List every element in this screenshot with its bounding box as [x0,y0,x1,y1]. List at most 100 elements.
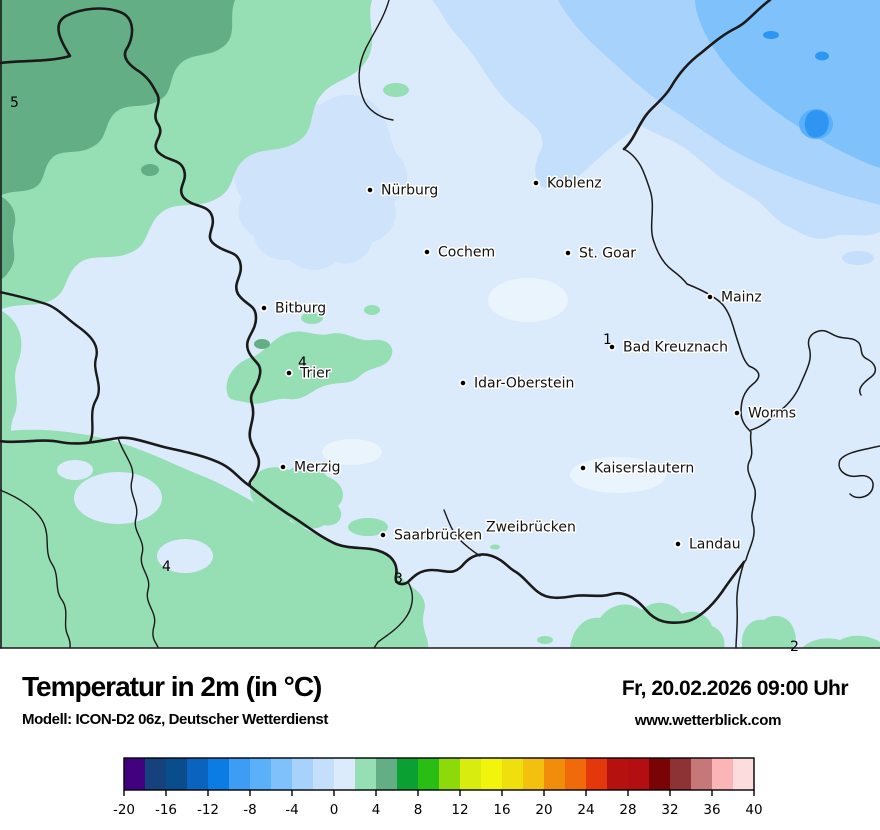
temperature-value: 4 [298,355,307,371]
colorbar-cell [523,758,544,790]
field-cool-patch [842,251,874,265]
website-label: www.wetterblick.com [634,712,782,729]
border-belgium-luxembourg [0,7,262,488]
city-label: Cochem [438,245,495,261]
city-label: Mainz [721,290,762,306]
green-2-4C-saar-band [276,526,422,637]
city-marker-dot [733,409,741,417]
border-france-dept-2 [117,437,159,649]
temperature-value: 2 [790,639,799,655]
green-spot [301,312,323,324]
temperature-value: 5 [10,95,19,111]
colorbar-tick-label: -4 [285,802,298,818]
colorbar-tick-label: 40 [745,802,762,818]
colorbar-tick-label: 28 [619,802,636,818]
colorbar-cell [481,758,502,790]
colorbar-cell [376,758,397,790]
city-label: Bad Kreuznach [623,340,728,356]
green-dark-spot [141,164,159,176]
field-cold-spot-small-2 [815,51,829,61]
green-2-4C-merzig [250,466,343,529]
colorbar-cell [418,758,439,790]
city-label: St. Goar [579,246,636,262]
border-france-west [0,436,252,488]
border-nrw-northeast [622,0,772,151]
colorbar-cell [124,758,145,790]
colorbar-cell [544,758,565,790]
field-cold-spot-core [804,110,829,138]
colorbar-tick-label: 4 [372,802,381,818]
border-france-dept-3 [373,581,414,649]
colorbar-cell [460,758,481,790]
green-spot [338,56,358,68]
green-spot [537,636,553,644]
field-mild-spot-3 [322,439,382,465]
city-label: Merzig [294,460,341,476]
field-mild-spot-2 [570,457,666,493]
field-mild-spot-1 [488,278,568,322]
city-marker-dot [379,531,387,539]
colorbar-cell [208,758,229,790]
colorbar-cell [439,758,460,790]
colorbar-cell [607,758,628,790]
green-2-4C-south-2 [741,615,796,648]
colorbar-outline [123,757,755,791]
colorbar-cell [649,758,670,790]
border-belgium-france [0,290,101,444]
city-marker-dot [366,186,374,194]
city-marker-dot [285,369,293,377]
colorbar-tick-label: -20 [113,802,135,818]
colorbar-cell [565,758,586,790]
colorbar-cell [271,758,292,790]
field-warm-green-areas [0,0,880,648]
colorbar-cell [397,758,418,790]
border-saar-branch [443,509,481,557]
city-label: Zweibrücken [486,520,576,536]
field-cold-spot-small-1 [763,31,779,39]
colorbar-cell [502,758,523,790]
colorbar-cell [313,758,334,790]
border-france-dept-1 [0,489,71,649]
city-label: Landau [689,537,741,553]
colorbar-cell [355,758,376,790]
city-label: Idar-Oberstein [474,376,574,392]
border-france-southeast [248,484,746,624]
temperature-colorbar: -20 -16 -12 -8 -4 0 4 8 12 16 20 24 28 32 36 40 [113,757,763,818]
blue-hole [57,460,93,480]
green-4-6C-corner [0,0,235,196]
green-spot [490,544,500,550]
green-spot [364,305,380,315]
colorbar-tick-label: -16 [155,802,177,818]
weather-map: 5 4 4 3 1 2 Nürburg Koblenz Cochem St. Goar Bitbu… [0,0,880,655]
model-info: Modell: ICON-D2 06z, Deutscher Wetterdie… [22,711,328,728]
colorbar-cell [229,758,250,790]
colorbar-cell [691,758,712,790]
city-markers: Nürburg Koblenz Cochem St. Goar Bitburg Mainz… [260,174,798,554]
colorbar-cell [250,758,271,790]
map-area: 5 4 4 3 1 2 Nürburg Koblenz Cochem St. Goar Bitbu… [0,0,880,655]
temperature-field [0,0,880,649]
green-spot [383,83,409,97]
colorbar-tick-label: 0 [330,802,339,818]
colorbar-tick-label: 36 [703,802,720,818]
city-label: Bitburg [275,301,326,317]
colorbar-cell [334,758,355,790]
green-spot [348,518,388,536]
city-marker-dot [674,540,682,548]
city-marker-dot [260,304,268,312]
city-marker-dot [532,179,540,187]
city-label: Worms [748,406,796,422]
green-4-6C-strip [0,196,16,280]
borders [0,0,880,649]
city-marker-dot [423,248,431,256]
city-marker-dot [608,343,616,351]
green-2-4C-south-3 [802,635,880,648]
city-label: Koblenz [547,176,602,192]
colorbar-cell [712,758,733,790]
field-minus6-minus4C [695,0,880,168]
border-nrw-north [358,0,394,121]
city-marker-dot [564,249,572,257]
city-marker-dot [579,464,587,472]
city-label: Nürburg [381,183,438,199]
